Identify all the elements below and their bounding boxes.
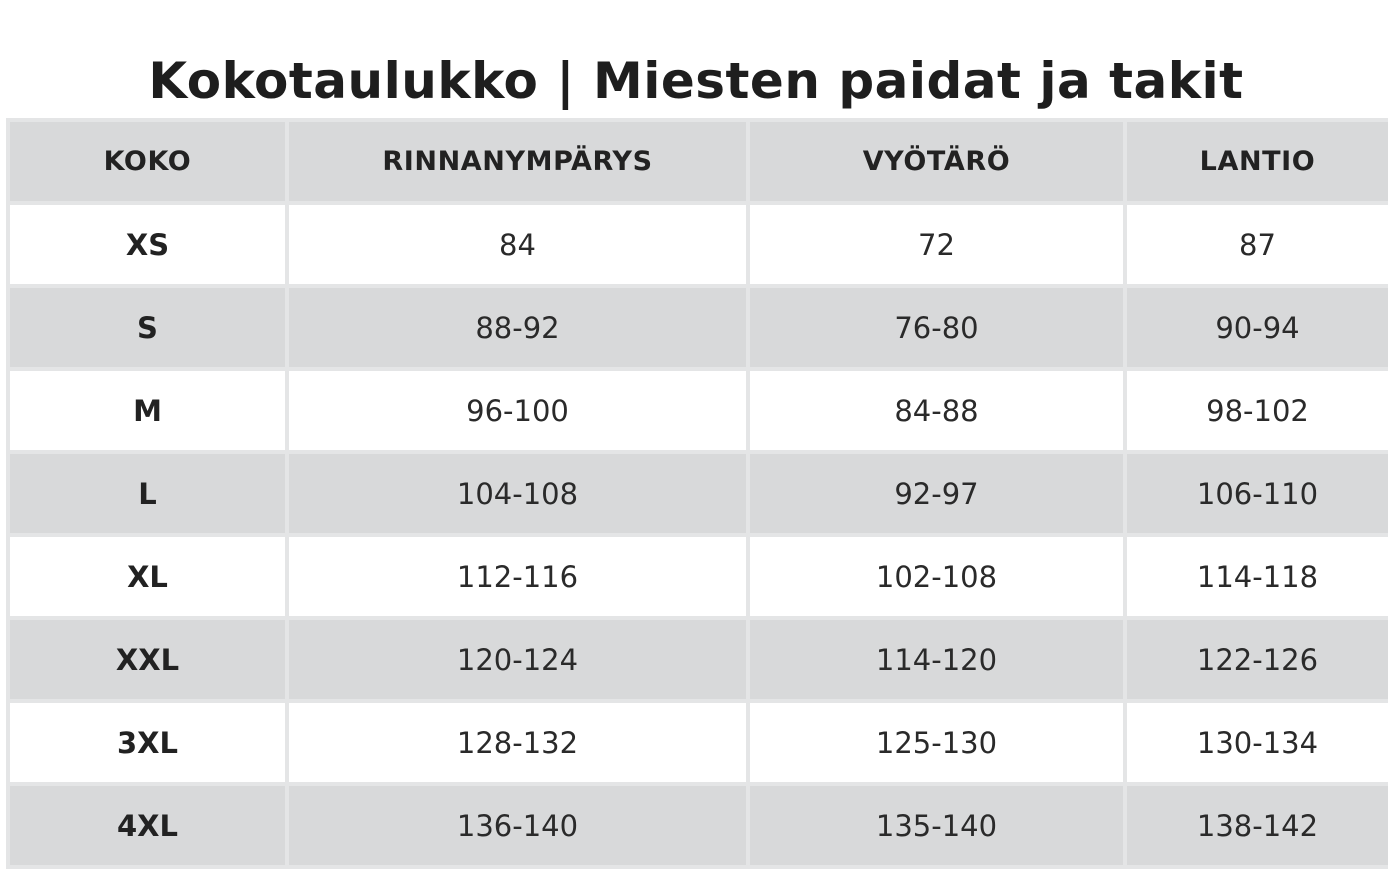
chest-cell: 120-124 bbox=[289, 620, 746, 699]
size-chart-table: KOKO RINNANYMPÄRYS VYÖTÄRÖ LANTIO XS 84 … bbox=[6, 118, 1392, 869]
waist-cell: 102-108 bbox=[750, 537, 1123, 616]
size-cell: M bbox=[10, 371, 285, 450]
header-koko: KOKO bbox=[10, 122, 285, 201]
table-row: XXL 120-124 114-120 122-126 bbox=[10, 620, 1388, 699]
chest-cell: 112-116 bbox=[289, 537, 746, 616]
waist-cell: 125-130 bbox=[750, 703, 1123, 782]
size-chart-table-container: KOKO RINNANYMPÄRYS VYÖTÄRÖ LANTIO XS 84 … bbox=[6, 118, 1388, 869]
hip-cell: 114-118 bbox=[1127, 537, 1388, 616]
size-cell: L bbox=[10, 454, 285, 533]
size-cell: XXL bbox=[10, 620, 285, 699]
hip-cell: 87 bbox=[1127, 205, 1388, 284]
size-cell: XS bbox=[10, 205, 285, 284]
table-row: 3XL 128-132 125-130 130-134 bbox=[10, 703, 1388, 782]
size-cell: S bbox=[10, 288, 285, 367]
waist-cell: 135-140 bbox=[750, 786, 1123, 865]
size-cell: 4XL bbox=[10, 786, 285, 865]
chest-cell: 88-92 bbox=[289, 288, 746, 367]
table-row: XS 84 72 87 bbox=[10, 205, 1388, 284]
hip-cell: 90-94 bbox=[1127, 288, 1388, 367]
header-rinnanymparys: RINNANYMPÄRYS bbox=[289, 122, 746, 201]
chest-cell: 104-108 bbox=[289, 454, 746, 533]
table-row: XL 112-116 102-108 114-118 bbox=[10, 537, 1388, 616]
page-title: Kokotaulukko | Miesten paidat ja takit bbox=[148, 51, 1244, 110]
header-lantio: LANTIO bbox=[1127, 122, 1388, 201]
waist-cell: 114-120 bbox=[750, 620, 1123, 699]
waist-cell: 76-80 bbox=[750, 288, 1123, 367]
size-cell: 3XL bbox=[10, 703, 285, 782]
hip-cell: 130-134 bbox=[1127, 703, 1388, 782]
chest-cell: 136-140 bbox=[289, 786, 746, 865]
table-row: S 88-92 76-80 90-94 bbox=[10, 288, 1388, 367]
table-header-row: KOKO RINNANYMPÄRYS VYÖTÄRÖ LANTIO bbox=[10, 122, 1388, 201]
size-cell: XL bbox=[10, 537, 285, 616]
chest-cell: 84 bbox=[289, 205, 746, 284]
header-vyotaro: VYÖTÄRÖ bbox=[750, 122, 1123, 201]
waist-cell: 92-97 bbox=[750, 454, 1123, 533]
waist-cell: 72 bbox=[750, 205, 1123, 284]
table-row: L 104-108 92-97 106-110 bbox=[10, 454, 1388, 533]
hip-cell: 122-126 bbox=[1127, 620, 1388, 699]
hip-cell: 106-110 bbox=[1127, 454, 1388, 533]
chest-cell: 128-132 bbox=[289, 703, 746, 782]
table-row: M 96-100 84-88 98-102 bbox=[10, 371, 1388, 450]
hip-cell: 98-102 bbox=[1127, 371, 1388, 450]
table-row: 4XL 136-140 135-140 138-142 bbox=[10, 786, 1388, 865]
hip-cell: 138-142 bbox=[1127, 786, 1388, 865]
waist-cell: 84-88 bbox=[750, 371, 1123, 450]
chest-cell: 96-100 bbox=[289, 371, 746, 450]
